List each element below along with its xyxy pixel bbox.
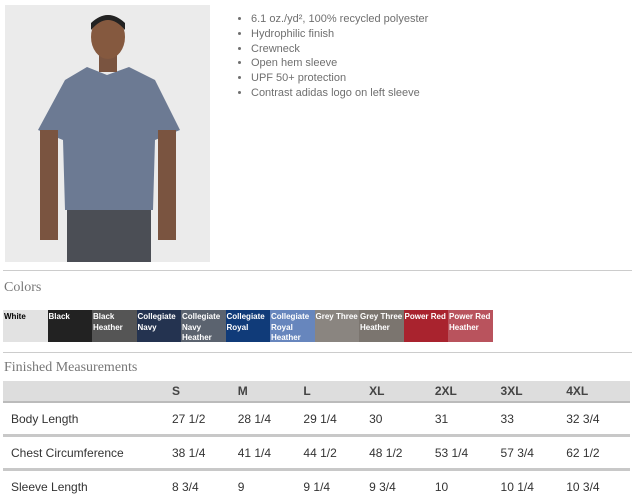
color-swatch[interactable]: Power Red Heather xyxy=(448,310,493,342)
color-swatch[interactable]: Grey Three Heather xyxy=(359,310,404,342)
table-cell: 48 1/2 xyxy=(367,436,433,470)
feature-list: 6.1 oz./yd², 100% recycled polyesterHydr… xyxy=(237,12,428,101)
feature-item: Crewneck xyxy=(251,42,428,57)
table-cell: Chest Circumference xyxy=(3,436,170,470)
color-swatch[interactable]: Collegiate Navy xyxy=(137,310,182,342)
color-swatch[interactable]: Collegiate Royal Heather xyxy=(270,310,315,342)
table-cell: 41 1/4 xyxy=(236,436,302,470)
column-header xyxy=(3,381,170,402)
table-cell: 28 1/4 xyxy=(236,402,302,436)
table-cell: 30 xyxy=(367,402,433,436)
table-cell: 53 1/4 xyxy=(433,436,499,470)
table-cell: 10 xyxy=(433,470,499,502)
table-cell: 38 1/4 xyxy=(170,436,236,470)
color-swatch[interactable]: Collegiate Navy Heather xyxy=(181,310,226,342)
color-swatch[interactable]: Black Heather xyxy=(92,310,137,342)
column-header: S xyxy=(170,381,236,402)
column-header: L xyxy=(301,381,367,402)
table-cell: Body Length xyxy=(3,402,170,436)
table-cell: Sleeve Length xyxy=(3,470,170,502)
feature-item: Hydrophilic finish xyxy=(251,27,428,42)
table-cell: 44 1/2 xyxy=(301,436,367,470)
colors-heading: Colors xyxy=(4,280,41,296)
column-header: 2XL xyxy=(433,381,499,402)
color-swatch[interactable]: Grey Three xyxy=(315,310,360,342)
color-swatch[interactable]: Collegiate Royal xyxy=(226,310,271,342)
table-cell: 31 xyxy=(433,402,499,436)
column-header: M xyxy=(236,381,302,402)
feature-item: Open hem sleeve xyxy=(251,56,428,71)
table-cell: 10 3/4 xyxy=(564,470,630,502)
feature-item: 6.1 oz./yd², 100% recycled polyester xyxy=(251,12,428,27)
feature-item: Contrast adidas logo on left sleeve xyxy=(251,86,428,101)
table-cell: 32 3/4 xyxy=(564,402,630,436)
product-photo xyxy=(5,5,210,262)
table-cell: 62 1/2 xyxy=(564,436,630,470)
color-swatch[interactable]: White xyxy=(3,310,48,342)
color-swatch[interactable]: Black xyxy=(48,310,93,342)
table-cell: 10 1/4 xyxy=(499,470,565,502)
table-cell: 9 3/4 xyxy=(367,470,433,502)
table-cell: 9 1/4 xyxy=(301,470,367,502)
column-header: 4XL xyxy=(564,381,630,402)
table-cell: 29 1/4 xyxy=(301,402,367,436)
table-cell: 27 1/2 xyxy=(170,402,236,436)
table-cell: 8 3/4 xyxy=(170,470,236,502)
column-header: XL xyxy=(367,381,433,402)
column-header: 3XL xyxy=(499,381,565,402)
table-cell: 33 xyxy=(499,402,565,436)
table-cell: 57 3/4 xyxy=(499,436,565,470)
table-cell: 9 xyxy=(236,470,302,502)
divider xyxy=(3,270,632,271)
feature-item: UPF 50+ protection xyxy=(251,71,428,86)
measurements-heading: Finished Measurements xyxy=(4,360,137,376)
divider xyxy=(3,352,632,353)
color-swatch[interactable]: Power Red xyxy=(404,310,449,342)
